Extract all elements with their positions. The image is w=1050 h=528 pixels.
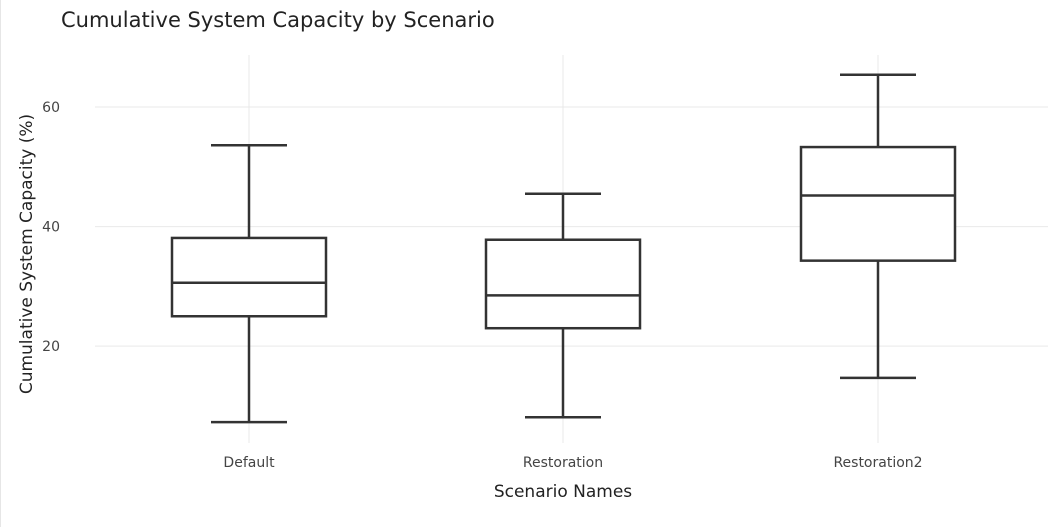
y-tick-label: 60: [42, 100, 60, 116]
box-default: [170, 144, 328, 424]
y-tick-label: 20: [42, 339, 60, 355]
box-restoration: [484, 192, 642, 419]
x-axis-title: Scenario Names: [494, 482, 632, 502]
y-tick-label: 40: [42, 220, 60, 236]
x-tick-label: Restoration: [523, 455, 603, 471]
box-restoration2: [799, 73, 957, 380]
chart-title: Cumulative System Capacity by Scenario: [61, 8, 495, 32]
boxes-layer: [170, 73, 957, 424]
x-tick-label: Restoration2: [833, 455, 922, 471]
tick-labels-layer: 20 40 60 Default Restoration Restoration2: [42, 100, 922, 471]
iqr-box: [484, 238, 642, 330]
iqr-box: [170, 236, 328, 318]
y-axis-title: Cumulative System Capacity (%): [17, 114, 37, 394]
x-tick-label: Default: [223, 455, 275, 471]
iqr-box: [799, 145, 957, 262]
